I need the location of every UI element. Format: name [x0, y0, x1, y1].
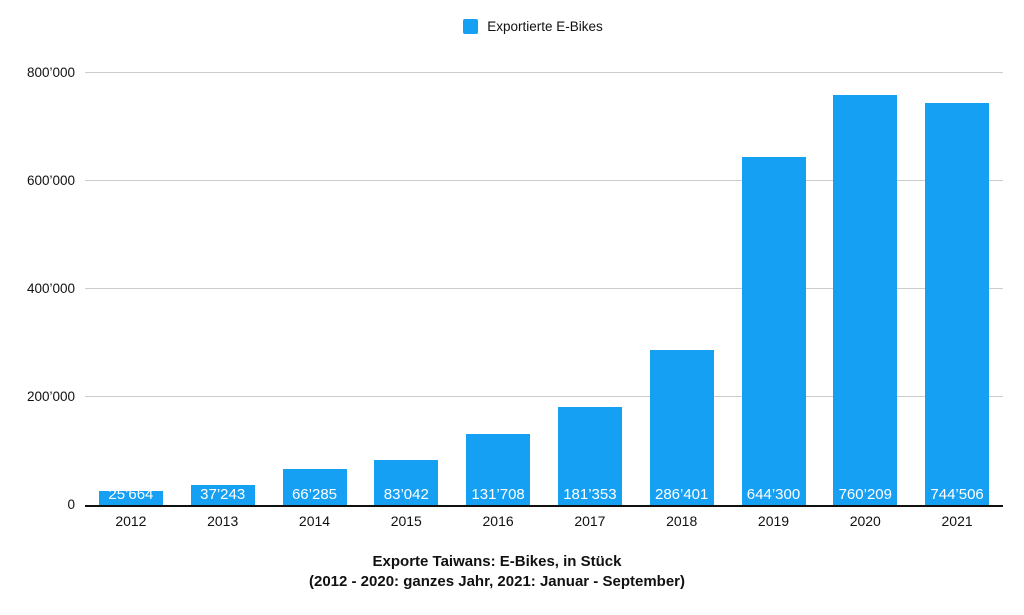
bar-value-label: 744’506 — [930, 486, 984, 503]
bar-value-label: 83’042 — [383, 486, 429, 503]
x-axis-tick-label: 2013 — [207, 513, 239, 529]
bar-value-label: 760’209 — [838, 486, 892, 503]
x-axis-tick-label: 2017 — [574, 513, 606, 529]
bar-2021: 744’506 — [925, 103, 990, 505]
bar-value-label: 131’708 — [471, 486, 525, 503]
y-axis-tick-label: 200’000 — [26, 389, 75, 404]
bar-2020: 760’209 — [833, 94, 898, 505]
legend-label: Exportierte E-Bikes — [487, 19, 603, 34]
x-axis-tick-label: 2015 — [390, 513, 422, 529]
bar-value-label: 286’401 — [654, 486, 709, 503]
x-axis-tick-label: 2018 — [666, 513, 698, 529]
bar-2016: 131’708 — [466, 433, 531, 505]
chart-subtitle: (2012 - 2020: ganzes Jahr, 2021: Januar … — [308, 573, 685, 590]
bar-2015: 83’042 — [374, 460, 439, 505]
legend-swatch-icon — [463, 19, 479, 34]
chart-title: Exporte Taiwans: E-Bikes, in Stück — [372, 553, 622, 570]
chart-title-block: Exporte Taiwans: E-Bikes, in Stück (2012… — [0, 552, 994, 592]
bar-2012: 25’664 — [98, 491, 163, 505]
x-axis-tick-label: 2016 — [482, 513, 514, 529]
x-axis-tick-label: 2014 — [298, 513, 331, 529]
bar-2013: 37’243 — [190, 484, 255, 505]
gridline-800’000 — [85, 72, 1003, 73]
bar-value-label: 644’300 — [746, 486, 801, 503]
bar-value-label: 25’664 — [108, 491, 154, 503]
gridline-200’000 — [85, 396, 1003, 397]
y-axis-tick-label: 600’000 — [26, 173, 75, 188]
bar-value-label: 181’353 — [563, 486, 617, 503]
x-axis-tick-label: 2021 — [941, 513, 973, 529]
gridline-400’000 — [85, 288, 1003, 289]
x-axis-tick-label: 2012 — [115, 513, 147, 529]
y-axis-tick-label: 800’000 — [26, 65, 75, 80]
y-axis-tick-label: 0 — [67, 497, 75, 512]
bar-2019: 644’300 — [741, 157, 806, 505]
bar-value-label: 66’285 — [291, 486, 338, 503]
legend: Exportierte E-Bikes — [21, 19, 1024, 34]
x-axis-tick-label: 2020 — [849, 513, 881, 529]
bar-2014: 66’285 — [282, 469, 347, 505]
bar-value-label: 37’243 — [200, 486, 246, 503]
gridline-600’000 — [85, 180, 1003, 181]
y-axis-tick-label: 400’000 — [26, 281, 75, 296]
x-axis-line — [85, 505, 1003, 507]
x-axis-tick-label: 2019 — [757, 513, 790, 529]
bar-2017: 181’353 — [557, 407, 622, 505]
bar-2018: 286’401 — [649, 350, 714, 505]
plot-area: 0 200’000 400’000 600’000 800’000 25’664 2012 3… — [27, 65, 1003, 529]
